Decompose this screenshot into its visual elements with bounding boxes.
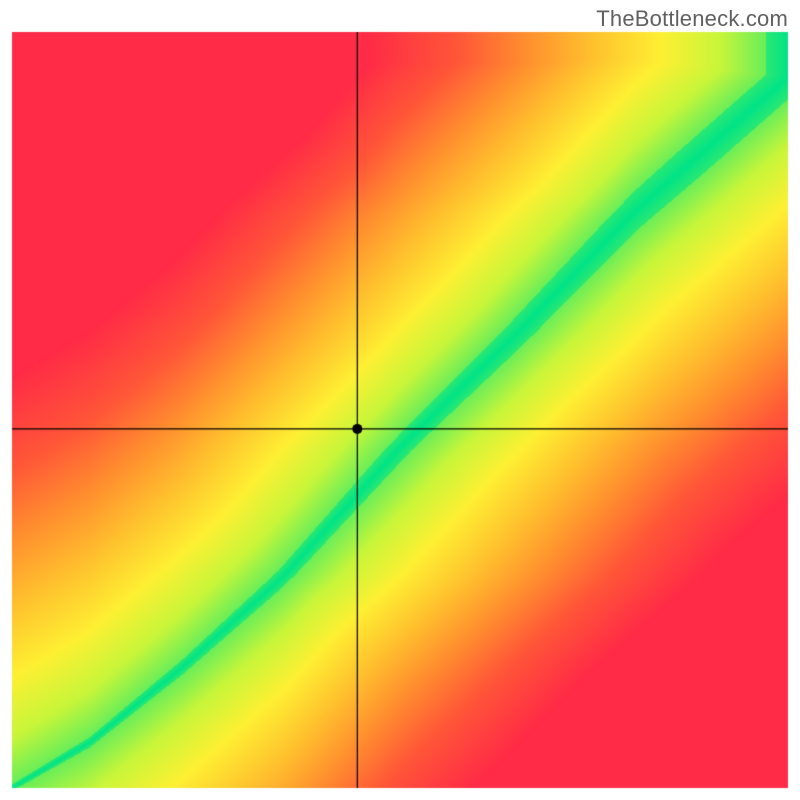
chart-wrapper: TheBottleneck.com (0, 0, 800, 800)
heatmap-canvas (0, 0, 800, 800)
watermark-label: TheBottleneck.com (596, 6, 788, 32)
